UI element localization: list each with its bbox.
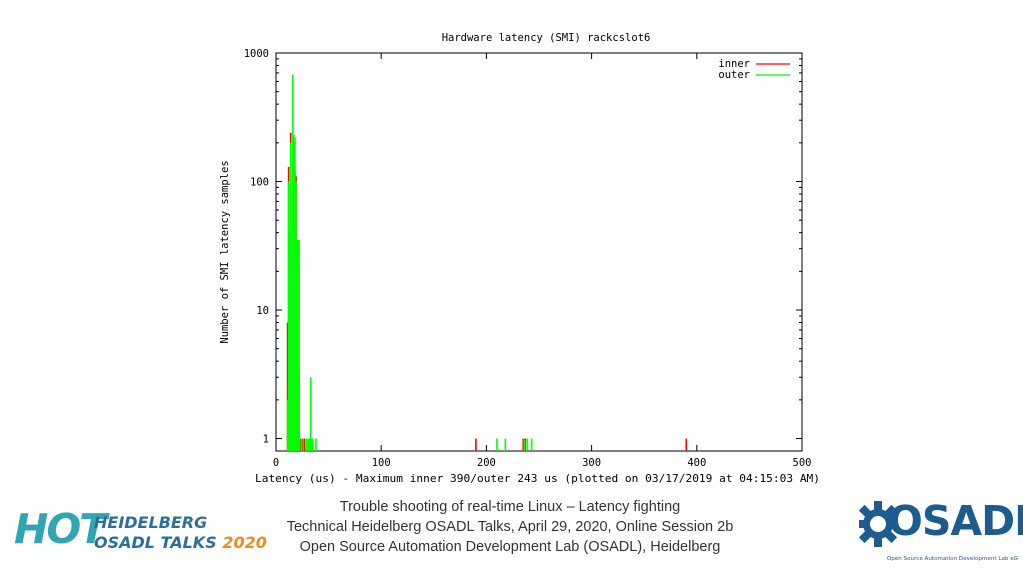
bar-outer (523, 438, 526, 451)
hot-logo-mark: HOT (14, 505, 107, 553)
bar-outer (300, 438, 303, 451)
bar-inner (524, 438, 527, 451)
bar-outer (310, 438, 313, 451)
bar-outer (309, 377, 312, 451)
legend: inner outer (718, 58, 790, 81)
series-outer-bars (286, 74, 533, 452)
hot-logo-line-2-text: OSADL TALKS (94, 533, 217, 552)
y-axis-ticks: 1 10 100 1000 (244, 48, 802, 446)
x-tick-label: 200 (477, 457, 496, 469)
bar-inner (475, 438, 477, 451)
bar-inner (303, 438, 306, 451)
bar-inner (286, 322, 289, 451)
bar-outer (295, 181, 297, 451)
bar-outer (298, 240, 300, 451)
bar-outer (287, 181, 290, 451)
y-tick-label: 1000 (244, 48, 269, 60)
x-tick-label: 500 (793, 457, 812, 469)
legend-label-inner: inner (718, 58, 750, 70)
bar-inner (522, 438, 525, 451)
bar-outer (288, 232, 291, 451)
footer-line-3: Open Source Automation Development Lab (… (299, 539, 721, 555)
bar-outer (290, 258, 293, 451)
plot-frame (275, 52, 803, 452)
bar-inner (685, 438, 688, 451)
footer-line-2: Technical Heidelberg OSADL Talks, April … (286, 519, 734, 535)
hot-logo-line-2: OSADL TALKS 2020 (94, 533, 267, 552)
osadl-subtitle: Open Source Automation Development Lab e… (886, 556, 1018, 562)
y-tick-label: 10 (256, 305, 269, 317)
x-tick-label: 400 (687, 457, 706, 469)
bar-outer (296, 240, 298, 451)
x-tick-label: 100 (372, 457, 391, 469)
legend-label-outer: outer (718, 69, 750, 81)
bar-outer (294, 137, 296, 452)
bar-outer (297, 240, 299, 451)
bar-outer (302, 438, 305, 451)
y-axis-label: Number of SMI latency samples (219, 160, 231, 343)
bar-outer (308, 438, 311, 451)
bar-outer (315, 438, 317, 451)
bar-inner (301, 438, 304, 451)
x-axis-label: Latency (us) - Maximum inner 390/outer 2… (255, 473, 820, 485)
slide-footer: Trouble shooting of real-time Linux – La… (250, 497, 770, 557)
bar-outer (305, 438, 308, 451)
osadl-logo: OSADL Open Source Automation Development… (858, 497, 1023, 570)
series-inner-bars (286, 132, 688, 452)
osadl-wordmark: OSADL (888, 497, 1023, 545)
hot-logo-line-1: HEIDELBERG (94, 513, 208, 532)
bar-outer (526, 438, 529, 451)
bar-outer (307, 438, 310, 451)
hot-logo-year: 2020 (222, 533, 267, 552)
y-tick-label: 100 (250, 177, 269, 189)
x-tick-label: 0 (273, 457, 279, 469)
y-tick-label: 1 (263, 434, 269, 446)
bar-outer (293, 135, 295, 451)
bar-outer (286, 399, 289, 451)
x-axis-ticks: 0 100 200 300 400 500 (273, 53, 812, 469)
x-tick-label: 300 (582, 457, 601, 469)
chart-title: Hardware latency (SMI) rackcslot6 (442, 32, 651, 44)
bar-outer (292, 74, 294, 451)
bar-outer (504, 438, 507, 451)
bar-outer (289, 142, 292, 452)
bar-inner (299, 438, 301, 451)
footer-line-1: Trouble shooting of real-time Linux – La… (339, 499, 681, 515)
bar-outer (312, 438, 314, 451)
bar-outer (496, 438, 498, 451)
hot-heidelberg-logo: HOT HEIDELBERG OSADL TALKS 2020 (14, 505, 267, 561)
bar-outer (530, 438, 533, 451)
gear-icon (858, 501, 898, 547)
